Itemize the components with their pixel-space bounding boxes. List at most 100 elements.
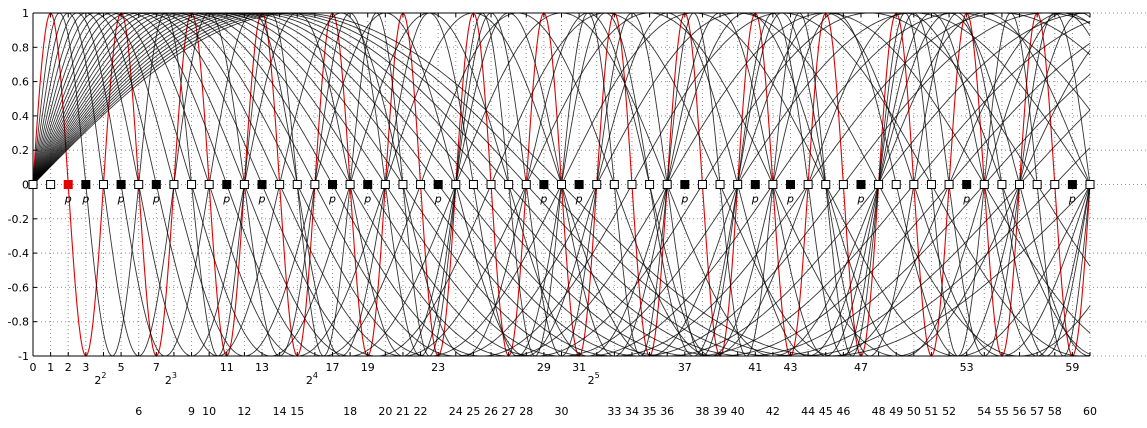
marker-22 [416, 180, 426, 189]
marker-26 [486, 180, 496, 189]
x-label-37: 37 [678, 361, 692, 374]
prime-label-47: p [856, 193, 864, 206]
marker-9 [187, 180, 197, 189]
series-line-28 [32, 12, 1091, 357]
x-label-row3-36: 36 [660, 405, 674, 418]
x-label-row3-33: 33 [607, 405, 621, 418]
x-label-row3-27: 27 [502, 405, 516, 418]
marker-51 [926, 180, 936, 189]
marker-14 [275, 180, 285, 189]
marker-29 [539, 180, 549, 189]
prime-label-23: p [434, 193, 442, 206]
x-label-29: 29 [537, 361, 551, 374]
marker-55 [997, 180, 1007, 189]
marker-8 [169, 180, 179, 189]
x-label-row3-21: 21 [396, 405, 410, 418]
marker-31 [574, 180, 584, 189]
x-label-row3-58: 58 [1048, 405, 1062, 418]
prime-label-3: p [81, 193, 89, 206]
y-tick-label-1: 0.8 [12, 41, 30, 54]
x-label-row3-24: 24 [449, 405, 463, 418]
marker-46 [838, 180, 848, 189]
x-label-row3-34: 34 [625, 405, 639, 418]
marker-6 [134, 180, 144, 189]
marker-28 [521, 180, 531, 189]
series-line-17 [32, 12, 1091, 357]
x-label-row3-26: 26 [484, 405, 498, 418]
marker-18 [345, 180, 355, 189]
x-label-row3-35: 35 [643, 405, 657, 418]
x-label-row3-49: 49 [889, 405, 903, 418]
x-label-43: 43 [784, 361, 798, 374]
marker-45 [821, 180, 831, 189]
series-line-14 [32, 12, 1091, 357]
x-label-5: 5 [118, 361, 125, 374]
marker-7 [151, 180, 161, 189]
x-label-0: 0 [30, 361, 37, 374]
x-label-53: 53 [960, 361, 974, 374]
marker-1 [46, 180, 56, 189]
marker-49 [891, 180, 901, 189]
y-tick-label-7: -0.4 [8, 247, 29, 260]
marker-52 [944, 180, 954, 189]
marker-38 [697, 180, 707, 189]
y-tick-label-4: 0.2 [12, 144, 30, 157]
marker-40 [733, 180, 743, 189]
x-label-11: 11 [220, 361, 234, 374]
y-tick-label-9: -0.8 [8, 316, 29, 329]
power-label-8: 23 [165, 371, 177, 387]
x-label-row3-52: 52 [942, 405, 956, 418]
x-label-row3-25: 25 [466, 405, 480, 418]
x-label-row3-39: 39 [713, 405, 727, 418]
marker-20 [380, 180, 390, 189]
x-label-row3-55: 55 [995, 405, 1009, 418]
power-label-4: 22 [94, 371, 106, 387]
x-label-31: 31 [572, 361, 586, 374]
marker-5 [116, 180, 126, 189]
x-label-row3-28: 28 [519, 405, 533, 418]
marker-12 [239, 180, 249, 189]
marker-37 [680, 180, 690, 189]
series-line-27 [32, 12, 1091, 357]
marker-57 [1032, 180, 1042, 189]
marker-30 [557, 180, 566, 189]
prime-label-29: p [539, 193, 547, 206]
x-label-59: 59 [1065, 361, 1079, 374]
marker-58 [1050, 180, 1060, 189]
y-tick-label-8: -0.6 [8, 281, 29, 294]
y-tick-label-5: 0 [22, 179, 29, 192]
x-label-1: 1 [47, 361, 54, 374]
x-label-row3-45: 45 [819, 405, 833, 418]
marker-0 [28, 180, 38, 189]
marker-43 [786, 180, 796, 189]
x-label-row3-50: 50 [907, 405, 921, 418]
marker-13 [257, 180, 267, 189]
prime-label-2: p [64, 193, 72, 206]
x-label-row3-20: 20 [378, 405, 392, 418]
x-label-row3-12: 12 [237, 405, 251, 418]
x-label-7: 7 [153, 361, 160, 374]
marker-32 [592, 180, 602, 189]
y-tick-label-6: -0.2 [8, 213, 29, 226]
x-label-19: 19 [361, 361, 375, 374]
x-label-23: 23 [431, 361, 445, 374]
x-label-row3-10: 10 [202, 405, 216, 418]
x-label-row3-56: 56 [1013, 405, 1027, 418]
x-label-row3-60: 60 [1083, 405, 1097, 418]
marker-3 [81, 180, 91, 189]
x-label-17: 17 [325, 361, 339, 374]
x-label-row3-15: 15 [290, 405, 304, 418]
series-line-7 [32, 12, 1091, 357]
prime-label-53: p [962, 193, 970, 206]
series-line-24 [32, 12, 1091, 357]
prime-label-59: p [1068, 193, 1076, 206]
prime-label-37: p [680, 193, 688, 206]
marker-17 [327, 180, 337, 189]
prime-label-11: p [222, 193, 230, 206]
y-tick-label-10: -1 [18, 350, 29, 363]
marker-39 [715, 180, 725, 189]
prime-label-41: p [751, 193, 759, 206]
x-label-row3-57: 57 [1030, 405, 1044, 418]
